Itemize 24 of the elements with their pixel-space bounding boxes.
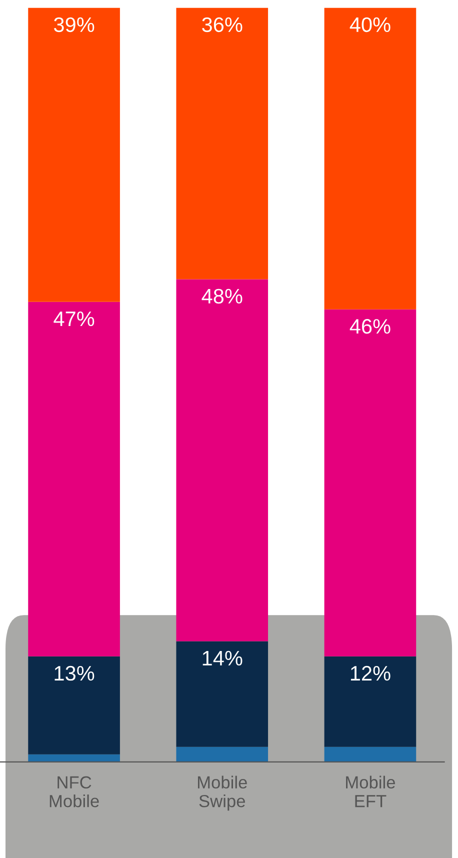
bar bbox=[176, 279, 268, 642]
x-tick-label: Mobile Swipe bbox=[198, 776, 247, 811]
bar bbox=[324, 656, 416, 747]
data-label: 46% bbox=[350, 318, 390, 334]
data-label: 36% bbox=[202, 17, 242, 32]
bar bbox=[28, 656, 120, 754]
bar bbox=[176, 746, 268, 762]
bar bbox=[28, 8, 120, 302]
bar bbox=[28, 302, 120, 656]
data-label: 47% bbox=[54, 312, 94, 326]
data-label: 12% bbox=[350, 666, 390, 681]
data-label: 40% bbox=[350, 17, 390, 32]
bar bbox=[324, 746, 416, 762]
x-tick-label: Mobile EFT bbox=[346, 776, 396, 808]
data-label: 48% bbox=[202, 288, 242, 304]
bar bbox=[176, 8, 268, 280]
data-label: 13% bbox=[54, 666, 94, 681]
x-tick-label: NFC Mobile bbox=[50, 776, 99, 808]
data-label: 39% bbox=[54, 17, 94, 32]
bar bbox=[324, 8, 416, 310]
data-label: 14% bbox=[202, 650, 242, 666]
bar bbox=[176, 641, 268, 747]
bar bbox=[28, 754, 120, 762]
bar bbox=[324, 309, 416, 656]
